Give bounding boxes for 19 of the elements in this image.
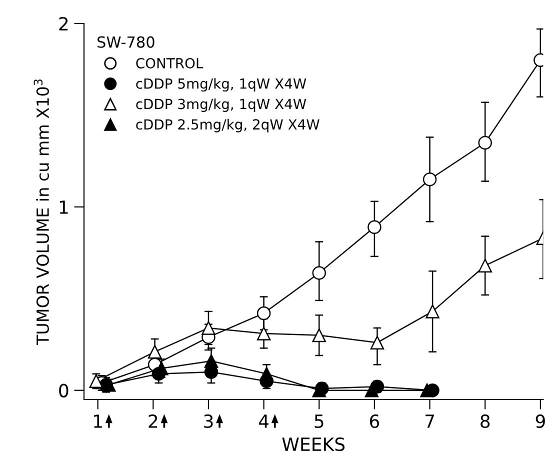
y-tick-label: 1	[60, 200, 68, 214]
y-tick-label: 2	[59, 16, 68, 30]
x-tick-label: 2	[148, 414, 158, 428]
legend-label: CONTROL	[136, 58, 204, 68]
x-tick-label: 4	[258, 414, 269, 428]
legend-label: cDDP 3mg/kg, 1qW X4W	[136, 98, 306, 112]
x-tick-label: 9	[536, 414, 545, 428]
x-tick-label: 1	[94, 414, 102, 428]
y-tick-label: 0	[59, 384, 68, 398]
x-tick-label: 6	[370, 414, 380, 428]
legend-title: SW-780	[98, 36, 154, 48]
x-axis-title: WEEKS	[282, 437, 345, 452]
x-tick-label: 7	[426, 414, 434, 428]
legend-label: cDDP 2.5mg/kg, 2qW X4W	[136, 118, 320, 132]
x-tick-label: 5	[314, 414, 324, 428]
legend-label: cDDP 5mg/kg, 1qW X4W	[136, 78, 306, 92]
x-tick-label: 3	[204, 414, 213, 428]
y-axis-title: TUMOR VOLUME in cu mm X10$^{3}$	[34, 79, 50, 346]
x-tick-label: 8	[480, 414, 490, 428]
